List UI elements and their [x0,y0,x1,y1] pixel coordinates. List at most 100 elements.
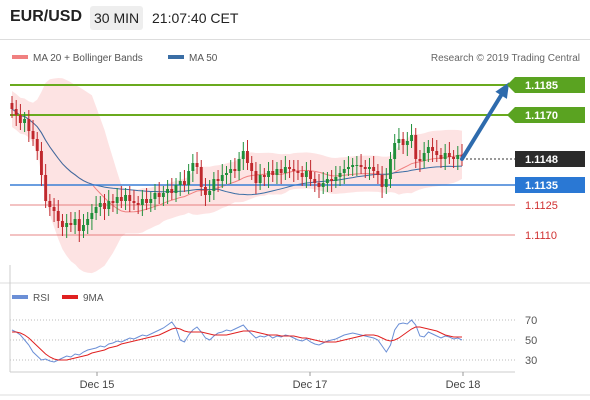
candle-body [191,163,195,171]
support-price-label: 1.1125 [525,200,558,212]
chart-header: EUR/USD 30 MIN 21:07:40 CET [0,0,590,40]
timeframe-label[interactable]: 30 MIN [94,10,140,26]
candle-body [94,207,98,213]
candle-body [18,115,22,123]
candle-body [267,171,270,177]
bollinger-band-area [12,78,462,274]
ma20-legend-label: MA 20 + Bollinger Bands [33,53,143,64]
candle-body [389,159,392,179]
candle-body [225,173,228,175]
candle-body [401,139,405,145]
rsi-tick-label: 50 [525,335,537,347]
candle-body [124,195,127,201]
candle-body [426,147,430,153]
current-price-label: 1.1148 [525,154,558,166]
candle-body [330,179,334,181]
rsi-ma-line [12,326,462,361]
candle-body [14,109,18,115]
candle-body [368,167,371,169]
candle-body [145,199,148,203]
candle-body [195,163,199,167]
candle-body [241,151,245,159]
candle-body [119,197,123,201]
candle-body [208,191,212,195]
candle-body [166,189,169,193]
candle-body [132,201,136,203]
candle-body [61,221,64,227]
moving-averages [11,108,463,213]
x-axis-label: Dec 15 [80,379,115,391]
candle-body [380,175,384,187]
candle-body [98,203,102,207]
candle-body [363,167,367,169]
candlesticks [10,96,464,242]
candle-body [31,131,35,139]
candle-body [422,153,426,161]
timeframe-badge[interactable] [90,6,143,30]
resistance-price-tag [515,77,585,93]
candle-body [35,139,39,151]
current-price-tag [515,151,585,167]
candle-body [359,165,363,167]
candle-body [246,151,249,163]
candle-body [271,171,275,175]
rsi-line [11,319,463,363]
candle-body [149,199,153,203]
candle-body [334,177,338,181]
resistance-tag-pointer [507,107,515,123]
candle-body [452,157,455,159]
candle-body [321,183,325,187]
rsi-tick-label: 30 [525,355,537,367]
resistance-price-label: 1.1185 [525,80,558,92]
candle-body [233,169,237,171]
resistance-price-label: 1.1170 [525,110,558,122]
candle-body [338,173,342,177]
rsi-legend-label: RSI [33,293,50,304]
candle-body [325,179,329,183]
candle-body [431,147,434,151]
forecast-arrow-head [495,82,510,99]
x-axis-label: Dec 18 [446,379,481,391]
candle-body [384,179,388,187]
rsi-tick-label: 70 [525,315,537,327]
candle-body [107,201,111,209]
candle-body [292,169,296,171]
candle-body [73,219,77,225]
candle-body [174,185,178,193]
x-axis-label: Dec 17 [293,379,328,391]
candle-body [48,201,52,207]
candle-body [376,171,380,175]
candle-body [56,211,60,221]
candle-body [258,175,262,183]
candle-body [410,135,413,141]
candle-body [44,175,48,201]
candle-body [393,143,397,159]
candle-body [52,207,56,211]
candle-body [23,119,26,123]
support-price-label: 1.1110 [525,230,557,242]
candle-body [347,167,350,169]
candle-body [456,155,460,159]
candle-body [405,141,409,145]
copyright-text: Research © 2019 Trading Central [431,53,580,64]
candle-body [279,169,283,173]
x-axis: Dec 15 Dec 17 Dec 18 [80,372,481,391]
candle-body [439,155,443,159]
instrument-name: EUR/USD [10,8,83,25]
candle-body [204,187,207,195]
candle-body [115,197,119,203]
candle-body [65,223,69,227]
candle-body [178,181,182,185]
candle-body [90,213,94,219]
ma9-legend-label: 9MA [83,293,104,304]
candle-body [40,151,43,175]
candle-body [309,171,312,179]
candle-body [262,175,266,177]
candle-body [157,193,161,197]
candle-body [161,193,165,197]
forecast-arrow-shaft [460,87,507,161]
candle-body [229,169,233,173]
candle-body [111,201,115,203]
candle-body [447,153,451,157]
candle-body [397,139,401,143]
